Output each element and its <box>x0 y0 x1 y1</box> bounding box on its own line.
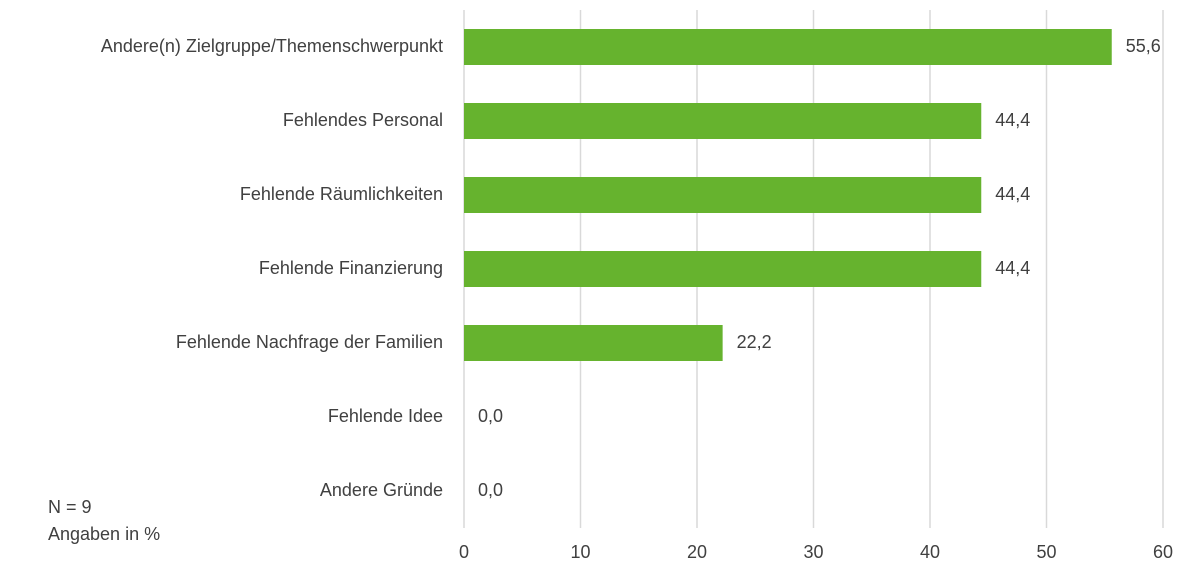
bar <box>464 103 982 139</box>
y-tick-label: Fehlende Räumlichkeiten <box>240 184 443 204</box>
x-tick-label: 10 <box>570 542 590 562</box>
annotation: Angaben in % <box>48 524 160 544</box>
x-tick-label: 60 <box>1153 542 1173 562</box>
bar <box>464 29 1112 65</box>
value-label: 22,2 <box>737 332 772 352</box>
x-tick-label: 40 <box>920 542 940 562</box>
x-tick-label: 30 <box>803 542 823 562</box>
bar <box>464 251 982 287</box>
x-tick-label: 0 <box>459 542 469 562</box>
value-label: 0,0 <box>478 480 503 500</box>
value-label: 44,4 <box>995 110 1030 130</box>
annotation: N = 9 <box>48 497 92 517</box>
y-tick-label: Fehlendes Personal <box>283 110 443 130</box>
value-label: 44,4 <box>995 184 1030 204</box>
y-tick-label: Andere Gründe <box>320 480 443 500</box>
value-label: 0,0 <box>478 406 503 426</box>
y-tick-label: Fehlende Idee <box>328 406 443 426</box>
y-tick-label: Andere(n) Zielgruppe/Themenschwerpunkt <box>101 36 443 56</box>
x-tick-label: 50 <box>1036 542 1056 562</box>
y-tick-label: Fehlende Nachfrage der Familien <box>176 332 443 352</box>
bar <box>464 325 723 361</box>
x-tick-label: 20 <box>687 542 707 562</box>
bar <box>464 177 982 213</box>
value-label: 55,6 <box>1126 36 1161 56</box>
y-tick-label: Fehlende Finanzierung <box>259 258 443 278</box>
value-label: 44,4 <box>995 258 1030 278</box>
